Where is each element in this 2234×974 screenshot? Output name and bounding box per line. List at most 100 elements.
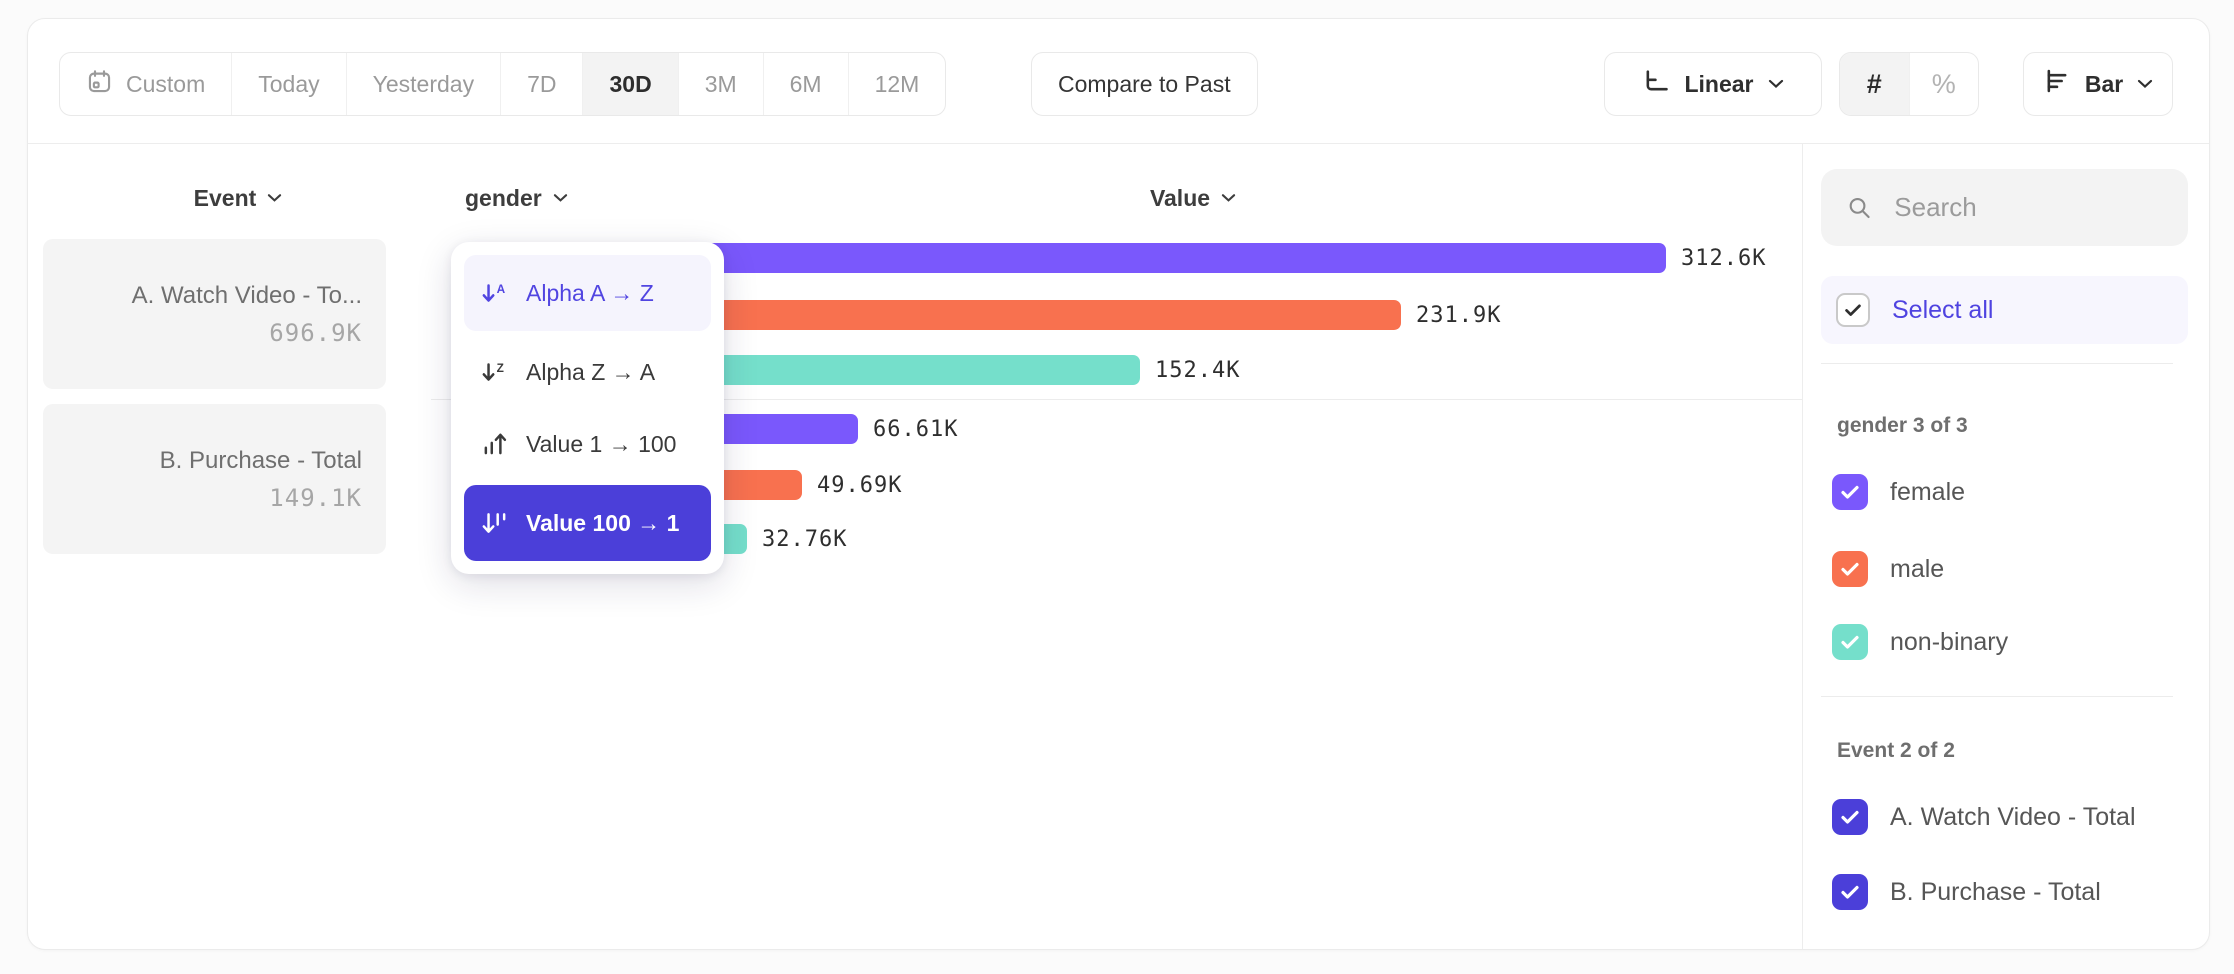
sidebar-item-non-binary[interactable]: non-binary: [1832, 624, 2008, 660]
bar-male[interactable]: [639, 300, 1401, 330]
checkmark-icon: [1845, 304, 1861, 316]
sidebar-search[interactable]: [1821, 169, 2188, 246]
date-range-label: Custom: [126, 70, 206, 97]
sidebar-item-a-watch-video-total[interactable]: A. Watch Video - Total: [1832, 799, 2136, 835]
scale-dropdown-button[interactable]: Linear: [1604, 52, 1822, 116]
sidebar-item-label: A. Watch Video - Total: [1890, 802, 2136, 831]
value-column-label: Value: [1149, 184, 1211, 211]
sort-option-alpha-a-z[interactable]: A Alpha A → Z: [464, 255, 711, 331]
value-format-control: # %: [1839, 52, 1979, 116]
report-card: Custom Today Yesterday 7D 30D 3M 6M 12M Compare…: [27, 18, 2210, 950]
linear-axis-icon: [1642, 67, 1670, 101]
chevron-down-icon: [1221, 194, 1236, 202]
search-input[interactable]: [1892, 191, 2162, 224]
sidebar-section-title: Event 2 of 2: [1837, 739, 1955, 762]
toolbar-divider: [28, 143, 2209, 144]
sort-menu: A Alpha A → Z Z Alpha Z → A Value 1 → 100 Val…: [451, 242, 724, 574]
absolute-number-toggle[interactable]: #: [1840, 53, 1909, 115]
date-range-30d[interactable]: 30D: [583, 53, 679, 115]
svg-text:Z: Z: [497, 361, 504, 375]
sort-value-desc-icon: [481, 509, 509, 537]
value-column-header[interactable]: Value: [1048, 183, 1338, 213]
sort-option-label: Alpha A → Z: [526, 279, 654, 306]
chevron-down-icon: [268, 194, 282, 202]
sort-option-alpha-z-a[interactable]: Z Alpha Z → A: [464, 341, 711, 403]
select-all-checkbox[interactable]: [1836, 293, 1870, 327]
bar-value-label: 32.76K: [762, 526, 848, 552]
checkbox-checked[interactable]: [1832, 624, 1868, 660]
sidebar-item-label: non-binary: [1890, 627, 2009, 656]
sort-option-label: Value 100 → 1: [526, 509, 680, 536]
event-column-label: Event: [193, 184, 257, 211]
event-card-watch-video[interactable]: A. Watch Video - To... 696.9K: [43, 239, 386, 389]
sidebar-item-label: B. Purchase - Total: [1890, 877, 2101, 906]
checkbox-checked[interactable]: [1832, 874, 1868, 910]
sidebar-item-b-purchase-total[interactable]: B. Purchase - Total: [1832, 874, 2101, 910]
bar-chart-icon: [2043, 67, 2071, 101]
chart-type-dropdown-button[interactable]: Bar: [2023, 52, 2173, 116]
sort-alpha-desc-icon: Z: [481, 358, 509, 386]
bar-female[interactable]: [639, 243, 1666, 273]
percent-toggle[interactable]: %: [1908, 53, 1979, 115]
date-range-12m[interactable]: 12M: [849, 53, 946, 115]
sort-value-asc-icon: [481, 430, 509, 458]
bar-value-label: 312.6K: [1681, 245, 1767, 271]
sidebar-item-female[interactable]: female: [1832, 474, 1965, 510]
bar-value-label: 66.61K: [873, 416, 959, 442]
date-range-label: Today: [258, 70, 320, 97]
hash-icon: #: [1866, 68, 1882, 99]
bar-value-label: 49.69K: [817, 472, 903, 498]
sidebar-item-male[interactable]: male: [1832, 551, 1944, 587]
checkbox-checked[interactable]: [1832, 474, 1868, 510]
chevron-down-icon: [1768, 79, 1783, 88]
sidebar-divider: [1821, 363, 2173, 364]
group-divider: [431, 399, 1803, 400]
date-range-control: Custom Today Yesterday 7D 30D 3M 6M 12M: [59, 52, 947, 116]
select-all-row[interactable]: Select all: [1821, 276, 2188, 344]
sort-option-label: Value 1 → 100: [526, 430, 677, 457]
date-range-label: Yesterday: [372, 70, 475, 97]
percent-icon: %: [1931, 68, 1956, 99]
bar-value-label: 231.9K: [1416, 302, 1502, 328]
date-range-custom[interactable]: Custom: [60, 53, 233, 115]
date-range-3m[interactable]: 3M: [679, 53, 764, 115]
date-range-today[interactable]: Today: [232, 53, 347, 115]
date-range-label: 7D: [527, 70, 557, 97]
sidebar-item-label: female: [1890, 477, 1966, 506]
event-column-header[interactable]: Event: [28, 183, 448, 213]
breakdown-column-header[interactable]: gender: [465, 183, 568, 213]
checkbox-checked[interactable]: [1832, 799, 1868, 835]
bar-row-male: 231.9K: [639, 300, 1501, 330]
event-card-name: A. Watch Video - To...: [131, 281, 362, 309]
date-range-6m[interactable]: 6M: [764, 53, 849, 115]
calendar-icon: [86, 68, 113, 101]
sort-option-label: Alpha Z → A: [526, 358, 656, 385]
sort-option-value-1-100[interactable]: Value 1 → 100: [464, 413, 711, 475]
event-card-purchase[interactable]: B. Purchase - Total 149.1K: [43, 404, 386, 554]
chevron-down-icon: [2138, 79, 2153, 88]
sidebar-item-label: male: [1890, 554, 1945, 583]
sort-option-value-100-1[interactable]: Value 100 → 1: [464, 485, 711, 561]
event-card-value: 149.1K: [269, 483, 362, 512]
event-card-name: B. Purchase - Total: [159, 446, 362, 474]
segment-sidebar: Select all gender 3 of 3 female male non-bi…: [1802, 143, 2209, 949]
sidebar-divider: [1821, 696, 2173, 697]
date-range-7d[interactable]: 7D: [501, 53, 584, 115]
select-all-label: Select all: [1892, 295, 1994, 324]
date-range-label: 3M: [704, 70, 737, 97]
date-range-label: 30D: [609, 70, 652, 97]
event-card-value: 696.9K: [269, 318, 362, 347]
bar-value-label: 152.4K: [1155, 357, 1241, 383]
chevron-down-icon: [553, 194, 567, 202]
bar-row-female: 312.6K: [639, 243, 1766, 273]
sidebar-section-title: gender 3 of 3: [1837, 414, 1968, 437]
bar-row-non-binary: 152.4K: [639, 355, 1240, 385]
scale-label: Linear: [1684, 70, 1754, 97]
chart-type-label: Bar: [2084, 70, 2124, 97]
search-icon: [1849, 197, 1870, 218]
date-range-yesterday[interactable]: Yesterday: [347, 53, 502, 115]
compare-to-past-button[interactable]: Compare to Past: [1031, 52, 1258, 116]
svg-text:A: A: [497, 282, 506, 296]
checkbox-checked[interactable]: [1832, 551, 1868, 587]
